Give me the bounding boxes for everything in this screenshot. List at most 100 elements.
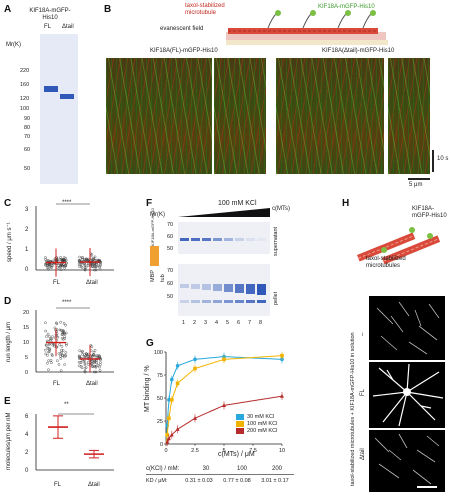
panel-d-ytick: 20 (23, 310, 30, 316)
panel-e-plot (35, 413, 114, 471)
data-point (96, 354, 100, 357)
supernatant-band (180, 238, 189, 241)
legend-label-100: 100 mM KCl (247, 421, 278, 427)
data-point (193, 366, 197, 371)
data-point (64, 351, 68, 354)
data-point (81, 256, 84, 259)
data-point (48, 348, 52, 352)
panel-a-title: KIF18A-mGFP-His10 (29, 8, 71, 21)
data-point (64, 354, 68, 358)
data-point (93, 364, 97, 368)
panel-a-gel (40, 34, 78, 184)
data-point (65, 343, 68, 347)
y-tick-label: 75 (157, 373, 163, 379)
data-point (59, 320, 62, 324)
legend-item-100: 100 mM KCl (236, 421, 277, 427)
x-tick-label: 0 (164, 448, 167, 454)
panel-label-a: A (4, 4, 12, 15)
data-point (46, 361, 49, 365)
pellet-band (224, 284, 233, 292)
data-point (79, 360, 83, 364)
pellet-tubulin-band (191, 300, 200, 303)
data-point (86, 362, 90, 366)
micrograph-scale-bar (417, 486, 437, 488)
panel-label-b: B (104, 4, 112, 15)
panel-h-schematic (356, 227, 441, 265)
data-point (57, 264, 61, 267)
panel-label-f: F (146, 198, 153, 209)
data-point (93, 268, 96, 272)
supernatant-band (246, 238, 255, 241)
panel-g-legend: 30 mM KCl 100 mM KCl 200 mM KCl (236, 414, 277, 434)
panel-e-group-fl: FL (54, 482, 62, 488)
pellet-band (191, 284, 200, 289)
data-point (61, 349, 65, 352)
micrograph-dtail-filaments (374, 433, 440, 485)
data-point (62, 321, 66, 325)
data-point (58, 258, 62, 261)
schematic-motor-label: KIF18A-mGFP-His10 (318, 4, 375, 10)
data-point (170, 398, 174, 402)
pellet-tubulin-band (213, 300, 222, 303)
data-point (94, 265, 98, 268)
data-point (64, 264, 68, 268)
panel-h-row-label-fl: FL (360, 388, 366, 396)
panel-a-marker: 100 (20, 106, 30, 112)
panel-f-marker-top: 60 (167, 234, 174, 240)
schematic-tubulin-label: taxol-stabilized microtubule (185, 3, 225, 16)
panel-a-lane-dtail: Δtail (62, 24, 74, 30)
panel-a-mr-label: Mr(K) (6, 42, 21, 48)
data-point (79, 265, 83, 268)
panel-label-e: E (4, 396, 11, 407)
kymograph-fl-1 (106, 58, 212, 174)
panel-f-marker-bottom: 60 (167, 281, 174, 287)
panel-label-c: C (4, 198, 12, 209)
panel-h-tubulin-label: taxol-stabilized microtubules (366, 256, 406, 269)
panel-label-h: H (342, 198, 350, 209)
data-point (64, 323, 67, 327)
data-point (58, 343, 62, 346)
micrograph-fl-bundles (372, 363, 444, 427)
data-point (94, 364, 98, 368)
data-point (79, 262, 83, 266)
data-point (165, 439, 170, 444)
data-point (63, 337, 67, 340)
supernatant-band (202, 238, 211, 241)
data-point (79, 364, 83, 368)
data-point (59, 268, 63, 271)
data-point (48, 335, 51, 338)
data-point (50, 264, 54, 267)
kd-header-label: c(KCl) / mM: (146, 466, 180, 472)
kd-table-header: c(KCl) / mM: 30 100 200 (146, 466, 294, 475)
panel-label-g: G (146, 338, 154, 349)
motor-icon (381, 247, 387, 253)
data-point (44, 348, 47, 352)
data-point (83, 268, 87, 271)
data-point (59, 369, 63, 372)
time-scale-label: 10 s (437, 156, 449, 162)
data-point (93, 349, 97, 352)
panel-f-marker-top: 70 (167, 222, 174, 228)
motor-icons (267, 10, 376, 29)
data-point (167, 416, 171, 421)
supernatant-band (224, 238, 233, 241)
data-point (62, 258, 66, 262)
kymo-left-title: KIF18A(FL)-mGFP-His10 (150, 48, 218, 54)
panel-e-ytick: 2 (25, 450, 29, 456)
panel-a-marker: 120 (20, 96, 30, 102)
space-scale-bar (408, 178, 430, 180)
panel-c-plot (35, 203, 114, 277)
kymograph-dtail-2 (388, 58, 430, 174)
data-point (91, 365, 95, 368)
panel-f-marker-bottom: 70 (167, 268, 174, 274)
data-point (58, 328, 62, 332)
supernatant-band (257, 238, 266, 241)
pellet-tubulin-band (257, 300, 266, 303)
pellet-band (235, 284, 244, 293)
data-point (222, 403, 226, 407)
data-point (193, 357, 197, 362)
x-tick-label: 5 (222, 448, 225, 454)
data-point (62, 331, 66, 335)
panel-f-marker-bottom: 50 (167, 294, 174, 300)
supernatant-band (213, 238, 222, 241)
